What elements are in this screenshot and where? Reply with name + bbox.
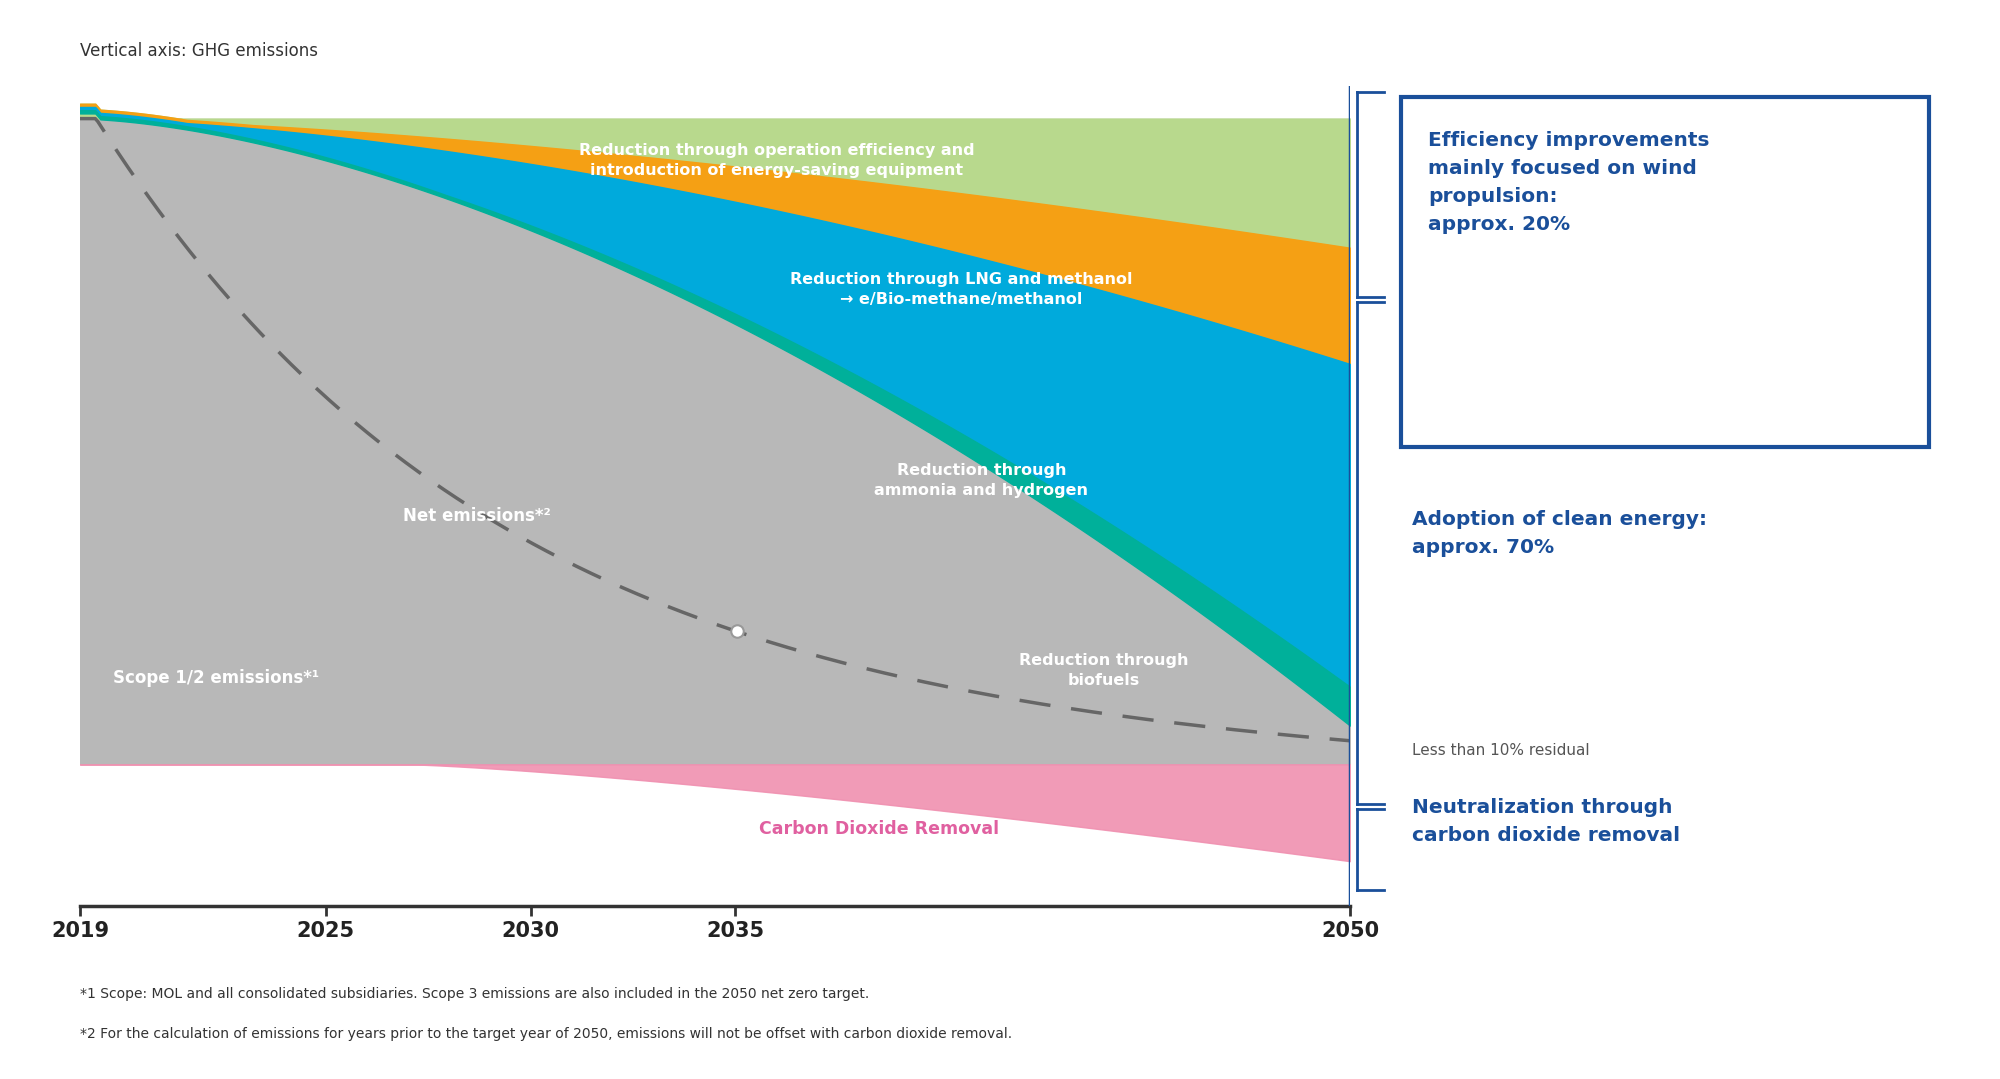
Text: Adoption of clean energy:
approx. 70%: Adoption of clean energy: approx. 70%	[1412, 510, 1708, 558]
Text: Reduction through operation efficiency and
introduction of energy-saving equipme: Reduction through operation efficiency a…	[578, 144, 974, 178]
Text: Scope 1/2 emissions*¹: Scope 1/2 emissions*¹	[112, 669, 318, 687]
Text: Neutralization through
carbon dioxide removal: Neutralization through carbon dioxide re…	[1412, 798, 1680, 845]
Text: Net emissions*²: Net emissions*²	[404, 507, 552, 524]
Text: Efficiency improvements
mainly focused on wind
propulsion:
approx. 20%: Efficiency improvements mainly focused o…	[1428, 131, 1710, 234]
Text: Vertical axis: GHG emissions: Vertical axis: GHG emissions	[80, 42, 318, 60]
Text: Carbon Dioxide Removal: Carbon Dioxide Removal	[758, 820, 998, 838]
Text: *1 Scope: MOL and all consolidated subsidiaries. Scope 3 emissions are also incl: *1 Scope: MOL and all consolidated subsi…	[80, 987, 870, 1001]
Text: Less than 10% residual: Less than 10% residual	[1412, 743, 1590, 759]
Text: *2 For the calculation of emissions for years prior to the target year of 2050, : *2 For the calculation of emissions for …	[80, 1027, 1012, 1041]
Text: Reduction through
ammonia and hydrogen: Reduction through ammonia and hydrogen	[874, 463, 1088, 497]
Text: Reduction through LNG and methanol
→ e/Bio-methane/methanol: Reduction through LNG and methanol → e/B…	[790, 272, 1132, 308]
Text: Reduction through
biofuels: Reduction through biofuels	[1020, 653, 1188, 688]
FancyBboxPatch shape	[1400, 97, 1928, 448]
